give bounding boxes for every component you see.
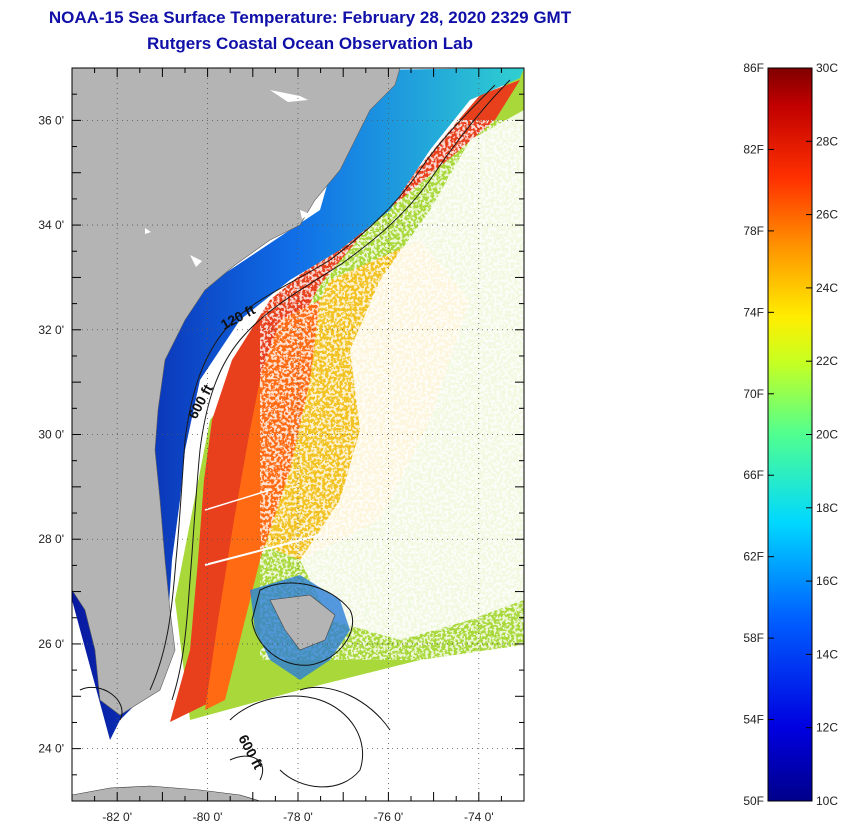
graticule (72, 68, 524, 801)
colorbar-label-f: 66F (743, 468, 764, 482)
colorbar-label-f: 78F (743, 224, 764, 238)
contour-600ft (171, 79, 511, 701)
lat-tick-label: 32 0' (38, 323, 64, 337)
axis-ticks (71, 67, 525, 802)
colorbar-label-c: 20C (816, 428, 838, 442)
lat-tick-label: 28 0' (38, 532, 64, 546)
colorbar-label-c: 16C (816, 574, 838, 588)
bahamas-contours-2 (251, 582, 354, 666)
land-southeast-us (72, 68, 401, 716)
colorbar-label-c: 24C (816, 281, 838, 295)
colorbar-label-c: 26C (816, 208, 838, 222)
colorbar-label-c: 30C (816, 61, 838, 75)
colorbar-label-c: 18C (816, 501, 838, 515)
scan-gap-2 (204, 489, 271, 511)
lat-tick-label: 36 0' (38, 113, 64, 127)
lon-tick-label: -80 0' (193, 810, 223, 824)
colorbar-label-f: 82F (743, 142, 764, 156)
colorbar-gradient (767, 67, 813, 802)
cuba-coastline (72, 785, 261, 801)
lon-tick-label: -74 0' (464, 810, 494, 824)
lat-tick-label: 30 0' (38, 428, 64, 442)
lat-tick-label: 34 0' (38, 218, 64, 232)
gulf-stream (170, 80, 520, 722)
lat-tick-label: 24 0' (38, 742, 64, 756)
lon-tick-label: -82 0' (102, 810, 132, 824)
colorbar-label-f: 58F (743, 631, 764, 645)
lon-tick-label: -78 0' (283, 810, 313, 824)
colorbar-label-f: 50F (743, 794, 764, 808)
lat-tick-label: 26 0' (38, 637, 64, 651)
axis-labels: -82 0' -80 0' -78 0' -76 0' -74 0' 24 0' 26 0'… (38, 113, 493, 824)
map-title: NOAA-15 Sea Surface Temperature: Februar… (48, 8, 572, 27)
colorbar-label-c: 28C (816, 134, 838, 148)
lon-tick-label: -76 0' (374, 810, 404, 824)
colorbar-label-c: 10C (816, 794, 838, 808)
colorbar-label-f: 62F (743, 550, 764, 564)
contour-120ft (149, 84, 496, 691)
sst-map: 120 ft 600 ft 600 ft -82 0' -80 0' -78 0' -… (38, 67, 525, 824)
colorbar-label-c: 22C (816, 354, 838, 368)
bahamas-islands (269, 594, 336, 651)
map-subtitle: Rutgers Coastal Ocean Observation Lab (147, 34, 473, 53)
colorbar-label-c: 12C (816, 721, 838, 735)
colorbar-label-f: 74F (743, 305, 764, 319)
colorbar-label-f: 86F (743, 61, 764, 75)
bahamas-contours (79, 686, 391, 788)
colorbar-label-c: 14C (816, 647, 838, 661)
scan-gap (204, 534, 321, 566)
colorbar-labels: 30C 28C 26C 24C 22C 20C 18C 16C 14C 12C 10C 86F 82F 7… (743, 61, 838, 808)
colorbar-label-f: 54F (743, 713, 764, 727)
colorbar-label-f: 70F (743, 387, 764, 401)
